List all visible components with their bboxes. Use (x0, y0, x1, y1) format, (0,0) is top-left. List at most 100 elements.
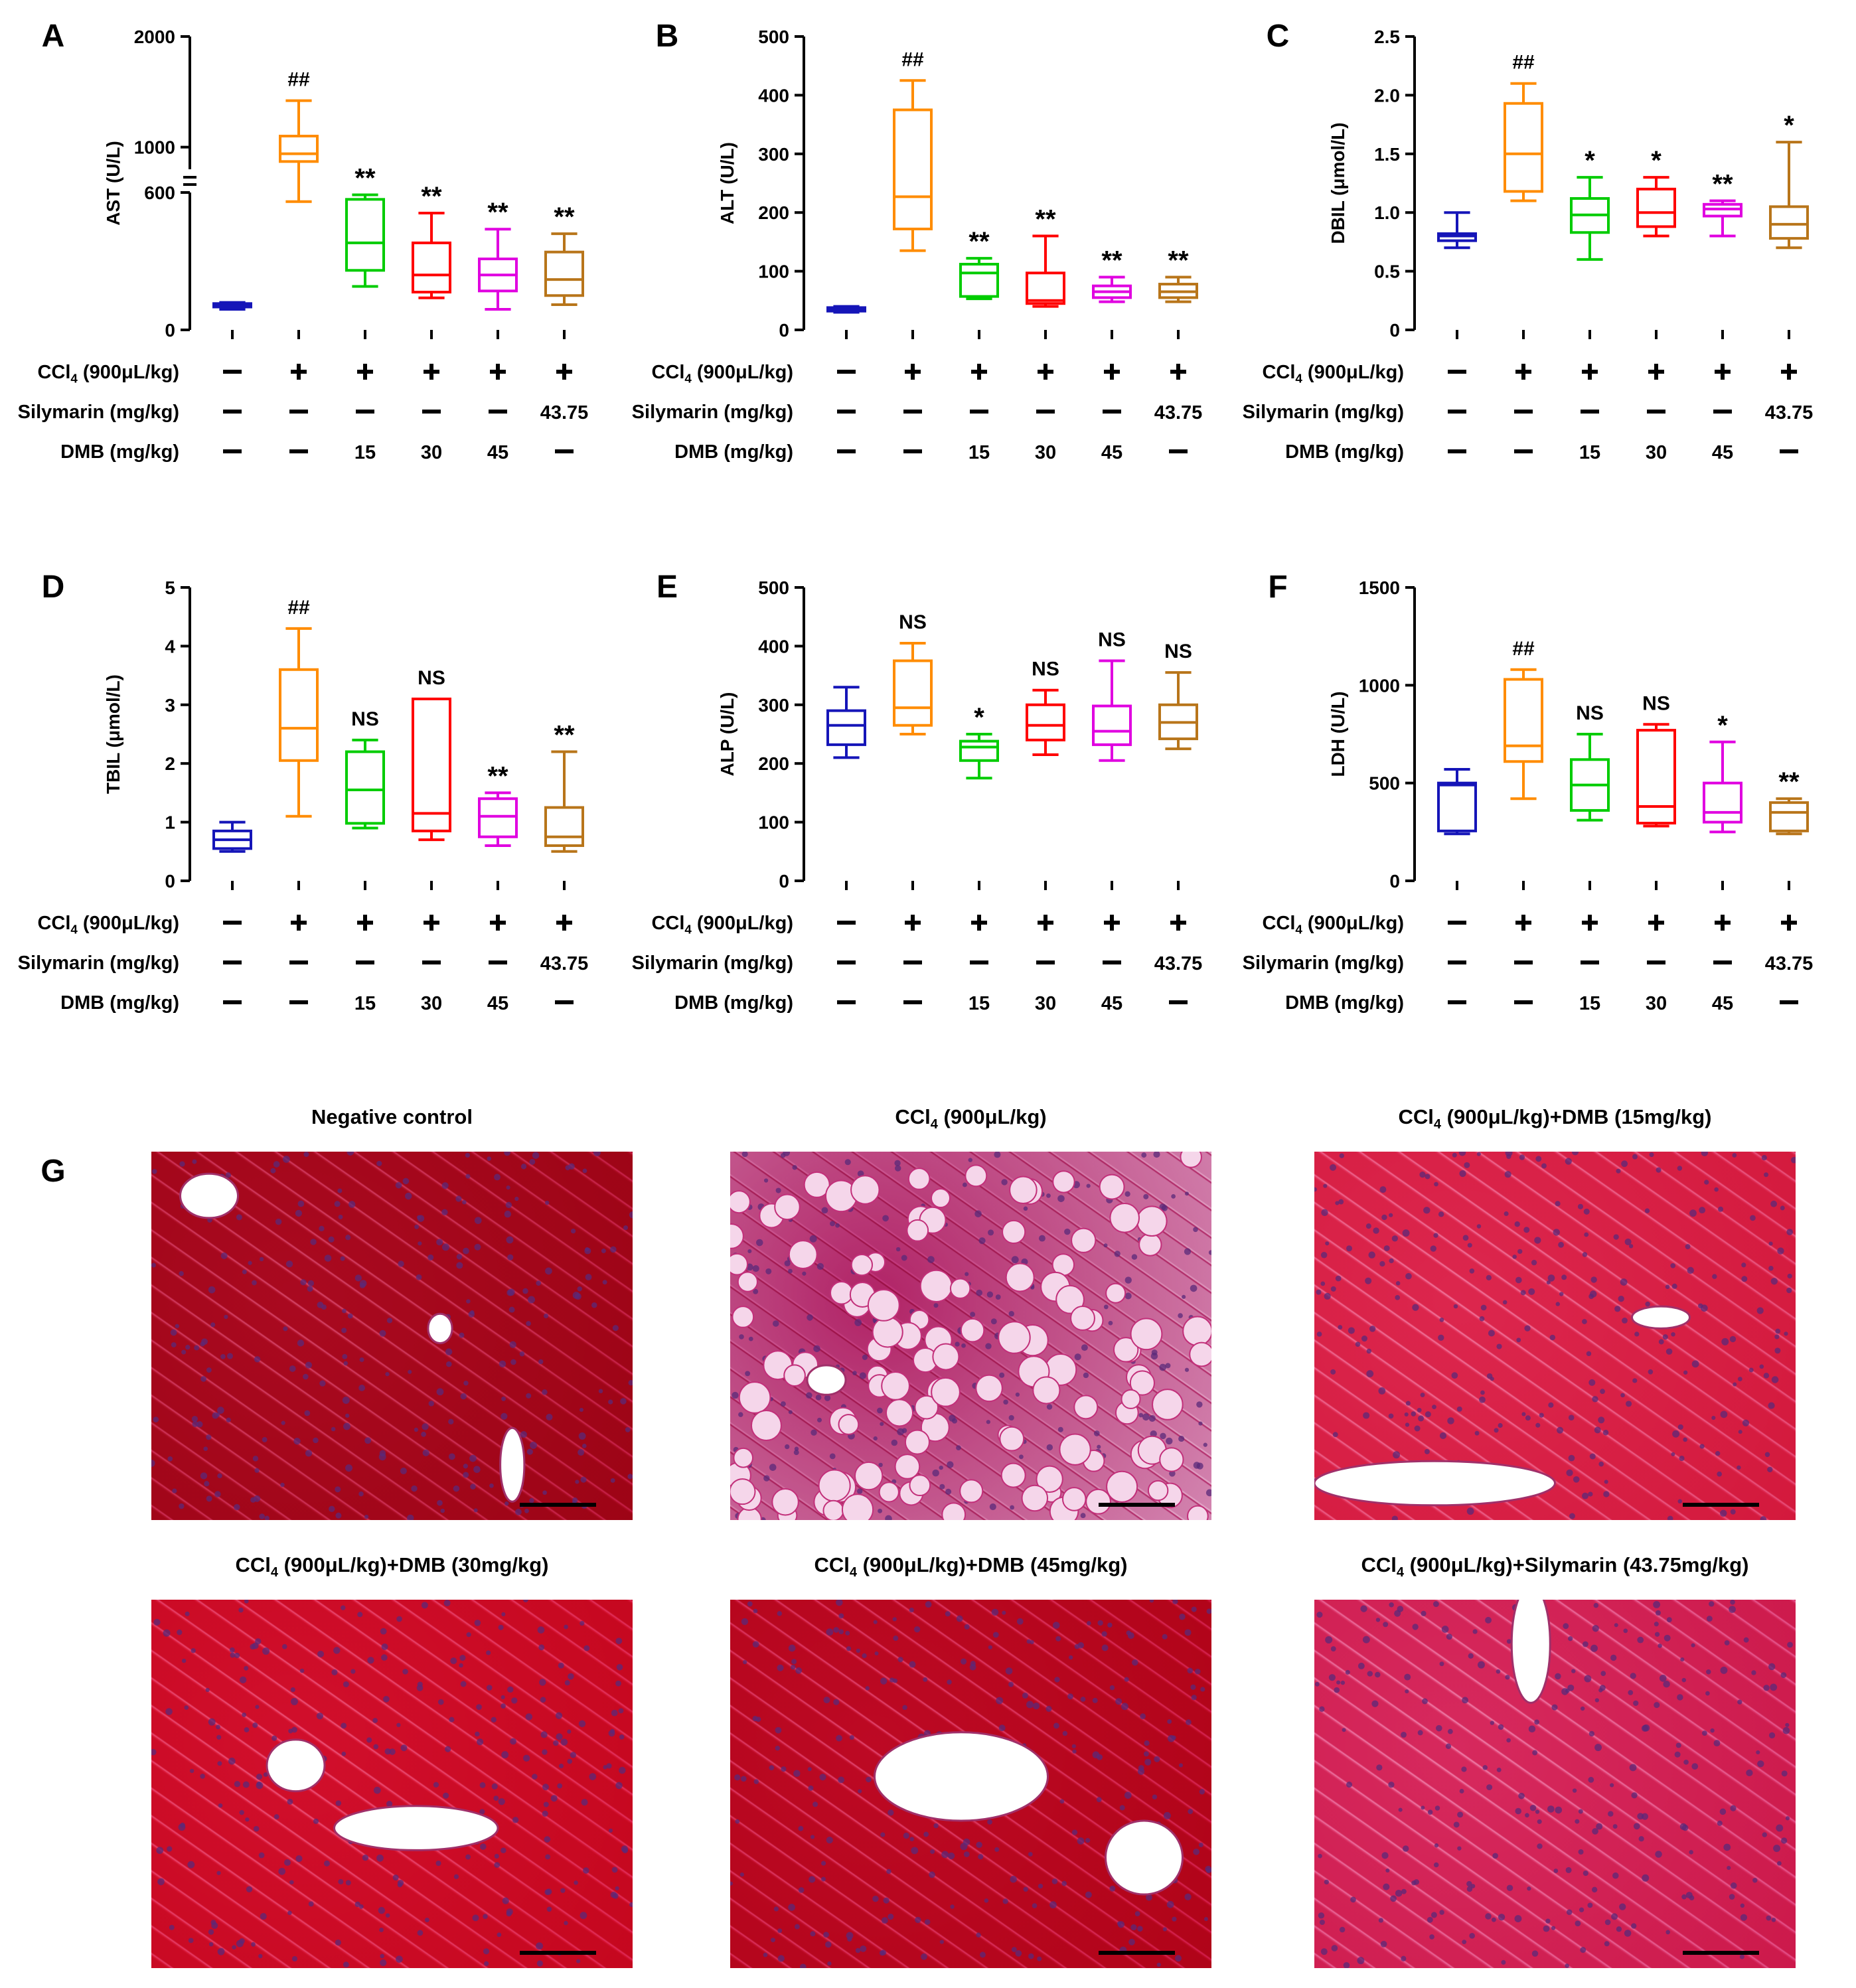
vacuolated-cell (822, 1499, 844, 1520)
nucleus (1108, 1320, 1113, 1326)
nucleus (502, 1897, 509, 1904)
y-tick-label: 200 (758, 753, 789, 774)
nucleus (1529, 1804, 1537, 1811)
nucleus (1467, 1243, 1472, 1248)
box-iqr (279, 668, 319, 762)
significance-label: * (1651, 146, 1662, 175)
box-iqr (544, 250, 584, 297)
nucleus (1770, 1683, 1778, 1691)
nucleus (1053, 1722, 1059, 1729)
nucleus (988, 1229, 994, 1236)
nucleus (1733, 1382, 1737, 1387)
nucleus (881, 1917, 888, 1924)
nucleus (1677, 1499, 1683, 1504)
histology-title: CCl4 (900μL/kg)+DMB (45mg/kg) (814, 1553, 1128, 1580)
nucleus (497, 1932, 502, 1938)
nucleus (1011, 1256, 1019, 1264)
vacuolated-cell (803, 1171, 830, 1198)
nucleus (1764, 1452, 1770, 1458)
nucleus (968, 1158, 972, 1162)
nucleus (151, 1262, 156, 1268)
nucleus (1417, 1407, 1422, 1413)
nucleus (827, 1961, 832, 1966)
nucleus (480, 1843, 487, 1850)
nucleus (1602, 1430, 1609, 1436)
nucleus (1404, 1412, 1409, 1416)
nucleus (1571, 1152, 1579, 1156)
nucleus (504, 1152, 510, 1156)
nucleus (1064, 1228, 1071, 1235)
nucleus (295, 1209, 303, 1217)
nucleus (1411, 1880, 1417, 1886)
box-iqr (1026, 703, 1065, 741)
nucleus (1462, 1235, 1469, 1241)
nucleus (862, 1653, 867, 1659)
nucleus (1705, 1691, 1710, 1696)
nucleus (578, 1432, 586, 1440)
nucleus (303, 1152, 309, 1158)
nucleus (395, 1182, 402, 1189)
nucleus (739, 1334, 744, 1339)
vacuolated-cell (931, 1377, 961, 1407)
vacuolated-cell (850, 1254, 874, 1276)
nucleus (550, 1795, 558, 1802)
nucleus (449, 1717, 455, 1722)
nucleus (1784, 1332, 1788, 1336)
box-5: ** (478, 761, 518, 847)
nucleus (996, 1697, 1004, 1705)
nucleus (921, 1953, 927, 1960)
nucleus (941, 1851, 949, 1859)
vessel-lumen (427, 1312, 453, 1345)
nucleus (455, 1195, 462, 1202)
nucleus (359, 1357, 364, 1362)
nucleus (494, 1853, 499, 1859)
nucleus (345, 1880, 351, 1886)
nucleus (1144, 1740, 1150, 1746)
nucleus (1052, 1622, 1060, 1629)
nucleus (392, 1874, 399, 1881)
nucleus (252, 1722, 258, 1728)
nucleus (1153, 1152, 1160, 1158)
nucleus (1768, 1265, 1774, 1271)
nucleus (901, 1255, 907, 1261)
nucleus (1402, 1229, 1410, 1237)
nucleus (1764, 1172, 1769, 1178)
nucleus (1376, 1764, 1383, 1771)
nucleus (505, 1201, 512, 1209)
y-tick-label: 2.0 (1374, 85, 1400, 106)
nucleus (1667, 1515, 1673, 1520)
nucleus (504, 1210, 512, 1218)
vacuolated-cell (1036, 1465, 1063, 1493)
box-iqr (279, 135, 319, 163)
nucleus (192, 1159, 197, 1164)
nucleus (252, 1280, 257, 1286)
nucleus (889, 1677, 895, 1683)
nucleus (378, 1453, 386, 1461)
nucleus (1729, 1894, 1735, 1900)
significance-label: ** (1035, 205, 1056, 234)
nucleus (1632, 1154, 1638, 1160)
nucleus (1172, 1916, 1177, 1922)
nucleus (873, 1436, 878, 1441)
nucleus (303, 1373, 309, 1380)
nucleus (939, 1940, 944, 1944)
box-iqr (826, 709, 866, 746)
nucleus (1496, 1669, 1501, 1674)
nucleus (479, 1782, 486, 1788)
nucleus (364, 1437, 372, 1444)
nucleus (1691, 1360, 1699, 1368)
histology-title: Negative control (311, 1105, 473, 1128)
significance-label: * (1717, 711, 1728, 740)
nucleus (859, 1372, 866, 1379)
nucleus (1457, 1846, 1462, 1851)
vacuolated-cell (730, 1190, 751, 1214)
nucleus (798, 1825, 804, 1831)
box-2: NS (893, 611, 933, 735)
nucleus (304, 1410, 311, 1416)
dose-value: 45 (487, 993, 508, 1014)
nucleus (1720, 1509, 1727, 1517)
nucleus (245, 1817, 250, 1822)
nucleus (1514, 1915, 1522, 1923)
nucleus (1766, 1915, 1772, 1921)
nucleus (620, 1398, 627, 1405)
